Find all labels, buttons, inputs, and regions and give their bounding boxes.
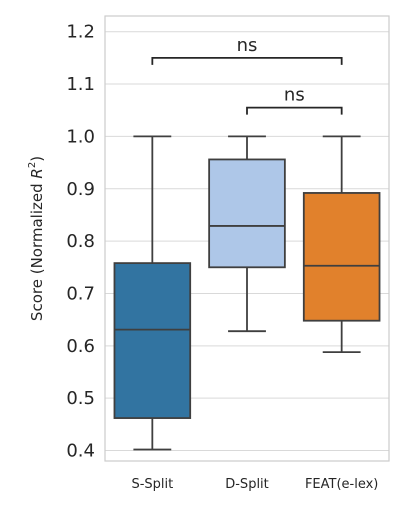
significance-label: ns bbox=[284, 85, 305, 106]
significance-label: ns bbox=[237, 35, 258, 56]
y-axis-label: Score (Normalized R2) bbox=[27, 156, 46, 321]
iqr-box bbox=[302, 192, 381, 322]
box-feat-e-lex- bbox=[302, 135, 381, 354]
bracket-line bbox=[246, 106, 343, 115]
significance-bracket: ns bbox=[246, 85, 343, 115]
box-d-split bbox=[208, 135, 286, 333]
y-tick-label: 0.5 bbox=[66, 388, 95, 409]
bracket-line bbox=[151, 56, 343, 65]
y-tick-label: 0.4 bbox=[66, 441, 95, 462]
boxes bbox=[113, 135, 381, 451]
x-tick-label: FEAT(e-lex) bbox=[305, 477, 378, 492]
y-tick-label: 0.9 bbox=[66, 179, 95, 200]
y-tick-label: 1.1 bbox=[66, 74, 95, 95]
significance-bracket: ns bbox=[151, 35, 343, 65]
y-tick-label: 1.2 bbox=[66, 22, 95, 43]
y-tick-label: 0.8 bbox=[66, 231, 95, 252]
y-tick-label: 0.6 bbox=[66, 336, 95, 357]
x-tick-label: S-Split bbox=[131, 477, 173, 492]
y-tick-labels: 0.4 0.5 0.6 0.7 0.8 0.9 1.0 1.1 1.2 bbox=[66, 22, 95, 462]
x-tick-label: D-Split bbox=[225, 477, 269, 492]
x-tick-labels: S-Split D-Split FEAT(e-lex) bbox=[131, 477, 378, 492]
y-tick-label: 0.7 bbox=[66, 283, 95, 304]
plot-frame bbox=[104, 15, 390, 462]
iqr-box bbox=[113, 262, 192, 419]
y-tick-label: 1.0 bbox=[66, 126, 95, 147]
box-s-split bbox=[113, 135, 192, 451]
significance-annotations: ns ns bbox=[151, 35, 343, 115]
iqr-box bbox=[208, 158, 286, 269]
